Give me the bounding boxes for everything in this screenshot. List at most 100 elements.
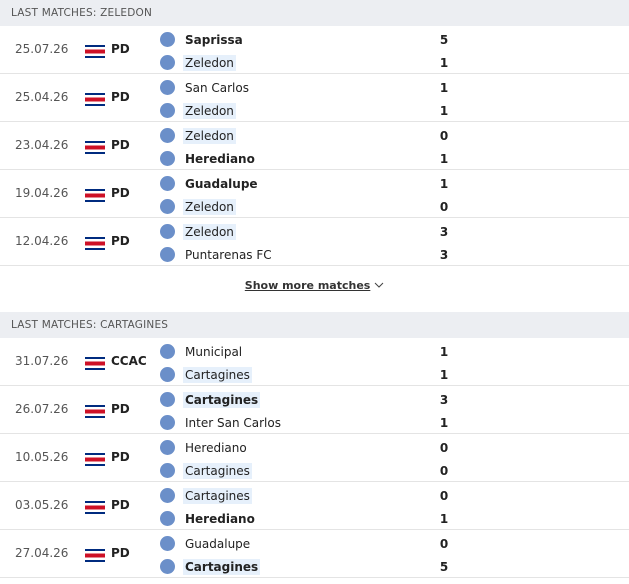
match-date: 23.04.26	[15, 138, 69, 152]
team-logo	[160, 463, 175, 478]
score: 1	[439, 416, 449, 430]
team-name: Zeledon	[183, 199, 236, 215]
team-name: Herediano	[185, 441, 247, 455]
show-more-link[interactable]: Show more matches	[244, 279, 371, 292]
team-name: Puntarenas FC	[185, 248, 272, 262]
score: 1	[439, 345, 449, 359]
team-logo	[160, 559, 175, 574]
team: Herediano	[160, 510, 257, 528]
team-name: Cartagines	[183, 488, 252, 504]
team: Inter San Carlos	[160, 414, 283, 432]
show-more: Show more matches	[0, 266, 629, 312]
team-logo	[160, 511, 175, 526]
match-row[interactable]: 25.07.26 PD Saprissa 5 Zeledon 1	[0, 26, 629, 74]
score: 1	[439, 104, 449, 118]
match-row[interactable]: 03.05.26 PD Cartagines 0 Herediano 1	[0, 482, 629, 530]
competition: PD	[111, 138, 130, 152]
match-date: 26.07.26	[15, 402, 69, 416]
match-row[interactable]: 23.04.26 PD Zeledon 0 Herediano 1	[0, 122, 629, 170]
score: 5	[439, 33, 449, 47]
team-logo	[160, 199, 175, 214]
score: 1	[439, 368, 449, 382]
team: Herediano	[160, 439, 249, 457]
competition: PD	[111, 186, 130, 200]
team: Guadalupe	[160, 175, 260, 193]
score: 1	[439, 152, 449, 166]
team: Cartagines	[160, 487, 252, 505]
team: Cartagines	[160, 391, 261, 409]
match-date: 31.07.26	[15, 354, 69, 368]
score: 1	[439, 56, 449, 70]
team: Zeledon	[160, 198, 236, 216]
team: Saprissa	[160, 31, 245, 49]
competition-flag	[85, 187, 105, 202]
team-logo	[160, 176, 175, 191]
team-logo	[160, 32, 175, 47]
score: 0	[439, 441, 449, 455]
match-row[interactable]: 25.04.26 PD San Carlos 1 Zeledon 1	[0, 74, 629, 122]
score: 3	[439, 393, 449, 407]
team-logo	[160, 344, 175, 359]
team-logo	[160, 247, 175, 262]
team-logo	[160, 224, 175, 239]
team-logo	[160, 103, 175, 118]
match-row[interactable]: 10.05.26 PD Herediano 0 Cartagines 0	[0, 434, 629, 482]
competition-flag	[85, 235, 105, 250]
match-row[interactable]: 26.07.26 PD Cartagines 3 Inter San Carlos 1	[0, 386, 629, 434]
team: Cartagines	[160, 462, 252, 480]
competition-flag	[85, 547, 105, 562]
team: San Carlos	[160, 79, 251, 97]
competition: PD	[111, 450, 130, 464]
team-name: Zeledon	[183, 224, 236, 240]
team-name: Herediano	[185, 152, 255, 166]
competition: CCAC	[111, 354, 147, 368]
competition: PD	[111, 498, 130, 512]
team: Guadalupe	[160, 535, 252, 553]
team-logo	[160, 55, 175, 70]
team-logo	[160, 536, 175, 551]
team-name: Cartagines	[183, 392, 261, 408]
team: Cartagines	[160, 366, 252, 384]
team-name: San Carlos	[185, 81, 249, 95]
competition-flag	[85, 451, 105, 466]
score: 1	[439, 512, 449, 526]
team-logo	[160, 392, 175, 407]
team-name: Zeledon	[183, 128, 236, 144]
score: 0	[439, 489, 449, 503]
section-header: LAST MATCHES: ZELEDON	[0, 0, 629, 26]
competition-flag	[85, 499, 105, 514]
competition: PD	[111, 234, 130, 248]
competition: PD	[111, 546, 130, 560]
team-name: Cartagines	[183, 367, 252, 383]
match-row[interactable]: 19.04.26 PD Guadalupe 1 Zeledon 0	[0, 170, 629, 218]
competition-flag	[85, 91, 105, 106]
match-row[interactable]: 31.07.26 CCAC Municipal 1 Cartagines 1	[0, 338, 629, 386]
competition-flag	[85, 43, 105, 58]
team: Zeledon	[160, 102, 236, 120]
competition-flag	[85, 403, 105, 418]
score: 5	[439, 560, 449, 574]
team: Municipal	[160, 343, 244, 361]
match-row[interactable]: 27.04.26 PD Guadalupe 0 Cartagines 5	[0, 530, 629, 578]
team: Zeledon	[160, 127, 236, 145]
team-logo	[160, 440, 175, 455]
team-name: Zeledon	[183, 55, 236, 71]
score: 0	[439, 537, 449, 551]
score: 0	[439, 129, 449, 143]
team-name: Inter San Carlos	[185, 416, 281, 430]
team-name: Saprissa	[185, 33, 243, 47]
team-logo	[160, 80, 175, 95]
competition: PD	[111, 90, 130, 104]
competition-flag	[85, 355, 105, 370]
team-logo	[160, 488, 175, 503]
team-name: Guadalupe	[185, 537, 251, 551]
match-row[interactable]: 12.04.26 PD Zeledon 3 Puntarenas FC 3	[0, 218, 629, 266]
match-date: 10.05.26	[15, 450, 69, 464]
team-logo	[160, 415, 175, 430]
score: 0	[439, 200, 449, 214]
match-date: 25.07.26	[15, 42, 69, 56]
competition: PD	[111, 42, 130, 56]
match-date: 03.05.26	[15, 498, 69, 512]
